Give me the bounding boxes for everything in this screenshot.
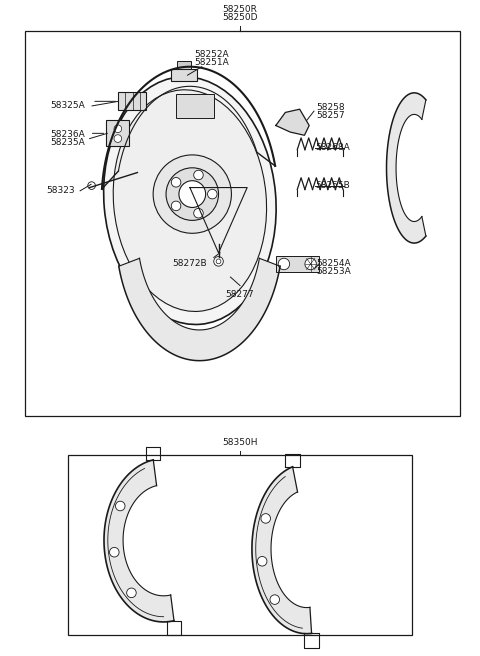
Circle shape: [216, 259, 221, 264]
Text: 58268A: 58268A: [315, 143, 350, 152]
Circle shape: [127, 588, 136, 598]
Text: 58272B: 58272B: [172, 260, 206, 268]
Circle shape: [88, 182, 96, 190]
Circle shape: [114, 125, 121, 133]
Circle shape: [116, 501, 125, 511]
Text: 58254A: 58254A: [316, 260, 351, 268]
Bar: [107, 120, 129, 146]
Text: 58235A: 58235A: [50, 138, 85, 147]
Circle shape: [305, 258, 316, 270]
Text: 58236A: 58236A: [50, 130, 85, 139]
Circle shape: [214, 256, 223, 266]
Bar: [118, 92, 146, 110]
Text: 58277: 58277: [226, 290, 254, 299]
Text: 58258: 58258: [316, 103, 345, 112]
Circle shape: [179, 180, 205, 207]
Polygon shape: [119, 258, 280, 361]
Text: 58323: 58323: [47, 186, 75, 195]
Circle shape: [261, 514, 271, 523]
Bar: [171, 70, 197, 81]
Text: 58251A: 58251A: [194, 58, 229, 67]
Bar: [176, 94, 214, 117]
Circle shape: [166, 168, 218, 220]
Text: 58350H: 58350H: [222, 438, 258, 447]
Bar: [25, 31, 459, 416]
Circle shape: [171, 201, 181, 211]
Polygon shape: [104, 460, 174, 622]
Circle shape: [207, 190, 217, 199]
Polygon shape: [252, 467, 312, 634]
Polygon shape: [276, 109, 309, 135]
Ellipse shape: [113, 90, 266, 312]
Text: 58325A: 58325A: [50, 102, 85, 110]
Circle shape: [153, 155, 231, 234]
Ellipse shape: [104, 77, 276, 325]
Text: 58250D: 58250D: [222, 13, 258, 22]
Bar: [68, 455, 412, 635]
Circle shape: [194, 209, 203, 218]
Circle shape: [194, 170, 203, 180]
Circle shape: [171, 178, 181, 187]
Text: 58253A: 58253A: [316, 268, 351, 276]
Bar: [177, 62, 191, 70]
Circle shape: [270, 595, 279, 604]
Text: 58250R: 58250R: [223, 5, 257, 14]
Circle shape: [114, 134, 121, 142]
Circle shape: [257, 556, 267, 566]
Bar: [276, 256, 319, 272]
Polygon shape: [386, 93, 426, 243]
Circle shape: [109, 547, 119, 557]
Text: 58255B: 58255B: [315, 181, 350, 190]
Text: 58257: 58257: [316, 111, 345, 119]
Circle shape: [278, 258, 289, 270]
Text: 58252A: 58252A: [194, 50, 228, 59]
